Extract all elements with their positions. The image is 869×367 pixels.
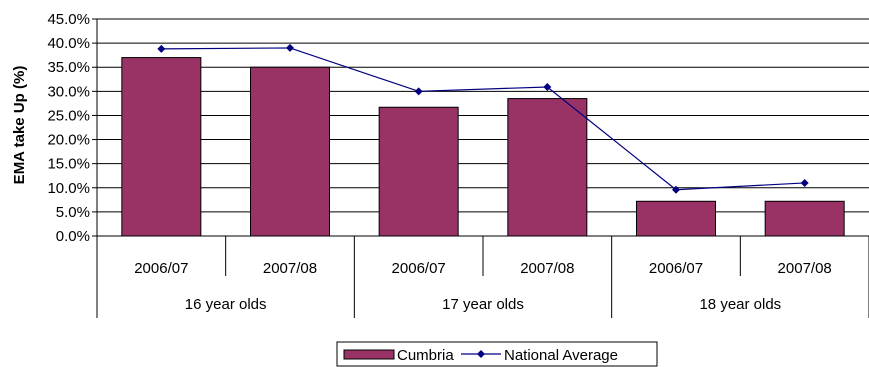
x-tick-label: 2006/07 <box>392 260 446 277</box>
line-series-national-average <box>157 43 809 194</box>
y-tick-label: 5.0% <box>56 204 90 221</box>
x-category-labels: 2006/07 2007/08 2006/07 2007/08 2006/07 2007/… <box>134 260 832 313</box>
legend-swatch-cumbria <box>343 349 395 360</box>
bar <box>507 98 588 237</box>
line-point <box>800 178 809 187</box>
bar <box>250 66 330 237</box>
x-tick-label: 2006/07 <box>134 260 188 277</box>
axes <box>96 19 869 318</box>
legend-marker <box>477 350 485 358</box>
x-tick-label: 2006/07 <box>649 260 703 277</box>
x-tick-label: 2007/08 <box>520 260 574 277</box>
bar <box>121 57 202 237</box>
y-tick-label: 25.0% <box>47 107 90 124</box>
y-tick-label: 10.0% <box>47 180 90 197</box>
x-tick-label: 2007/08 <box>263 260 317 277</box>
y-tick-label: 30.0% <box>47 83 90 100</box>
legend-label-cumbria: Cumbria <box>397 347 454 364</box>
x-group-label: 18 year olds <box>699 296 781 313</box>
legend: Cumbria National Average <box>336 341 658 367</box>
series-line <box>161 47 805 191</box>
legend-label-national-average: National Average <box>504 347 618 364</box>
bar <box>636 200 716 237</box>
bar-series-cumbria <box>121 57 845 237</box>
line-point <box>414 87 423 96</box>
gridlines <box>92 18 869 237</box>
bar <box>764 200 845 237</box>
x-tick-label: 2007/08 <box>778 260 832 277</box>
bar <box>378 106 459 237</box>
y-tick-label: 0.0% <box>56 228 90 245</box>
y-tick-labels: 0.0% 5.0% 10.0% 15.0% 20.0% 25.0% 30.0% 35.0% 40… <box>47 11 90 245</box>
line-point <box>672 185 680 194</box>
line-point <box>543 82 552 91</box>
y-tick-label: 45.0% <box>47 11 90 28</box>
x-group-label: 16 year olds <box>185 296 267 313</box>
y-tick-label: 40.0% <box>47 35 90 52</box>
y-tick-label: 15.0% <box>47 156 90 173</box>
line-point <box>286 43 294 52</box>
y-axis-title: EMA take Up (%) <box>11 66 28 185</box>
line-point <box>157 44 166 53</box>
y-tick-label: 35.0% <box>47 59 90 76</box>
y-tick-label: 20.0% <box>47 132 90 149</box>
x-group-label: 17 year olds <box>442 296 524 313</box>
